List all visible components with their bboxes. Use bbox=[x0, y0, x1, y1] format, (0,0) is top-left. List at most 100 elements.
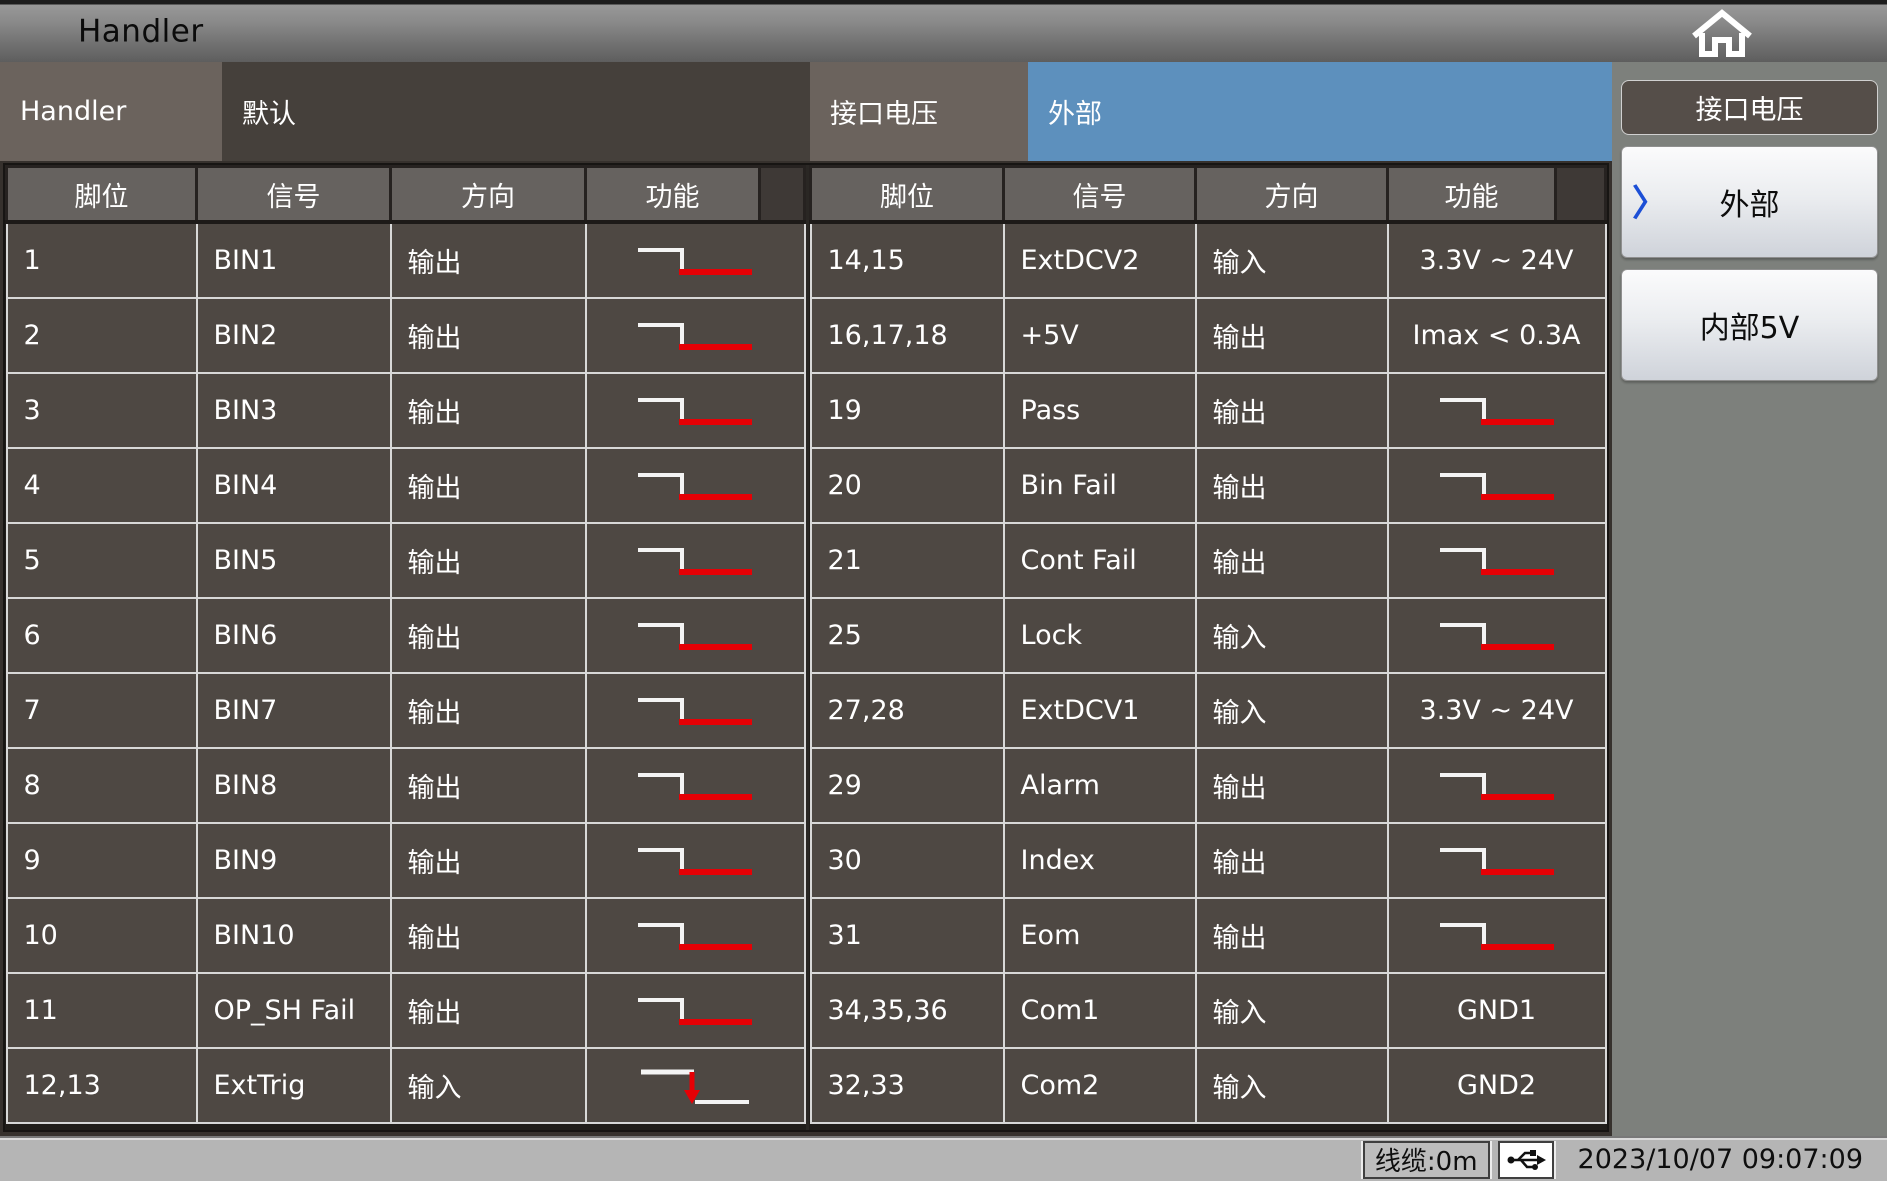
pin-cell: 27,28 bbox=[809, 672, 1005, 749]
signal-cell: BIN7 bbox=[195, 672, 392, 749]
table-row: 8 BIN8 输出 bbox=[5, 747, 806, 824]
active-low-waveform-icon bbox=[638, 472, 752, 500]
signal-cell: Eom bbox=[1002, 897, 1197, 974]
function-cell bbox=[584, 597, 806, 674]
function-cell: Imax < 0.3A bbox=[1386, 297, 1607, 374]
signal-cell: BIN4 bbox=[195, 447, 392, 524]
title-bar: Handler bbox=[0, 0, 1887, 62]
active-low-waveform-icon bbox=[1439, 847, 1554, 875]
direction-cell: 输入 bbox=[1194, 972, 1389, 1049]
cable-length-label: 线缆:0m bbox=[1374, 1147, 1478, 1177]
home-icon bbox=[1692, 9, 1752, 57]
column-header: 功能 bbox=[584, 165, 761, 224]
pin-cell: 31 bbox=[809, 897, 1005, 974]
function-cell: GND1 bbox=[1386, 972, 1607, 1049]
pin-cell: 3 bbox=[5, 372, 198, 449]
function-cell: 3.3V ~ 24V bbox=[1386, 221, 1607, 299]
column-header: 功能 bbox=[1386, 165, 1557, 224]
pin-cell: 4 bbox=[5, 447, 198, 524]
function-cell bbox=[1386, 822, 1607, 899]
active-low-waveform-icon bbox=[638, 397, 752, 425]
signal-cell: Bin Fail bbox=[1002, 447, 1197, 524]
pin-cell: 6 bbox=[5, 597, 198, 674]
table-row: 31 Eom 输出 bbox=[809, 897, 1607, 974]
function-cell bbox=[584, 297, 806, 374]
direction-cell: 输出 bbox=[389, 672, 587, 749]
tab-handler-value[interactable]: 默认 bbox=[222, 62, 810, 161]
signal-cell: BIN2 bbox=[195, 297, 392, 374]
status-bar: 线缆:0m 2023/10/07 09:07:09 bbox=[0, 1136, 1887, 1181]
pin-cell: 20 bbox=[809, 447, 1005, 524]
table-row: 7 BIN7 输出 bbox=[5, 672, 806, 749]
signal-cell: Lock bbox=[1002, 597, 1197, 674]
function-cell: 3.3V ~ 24V bbox=[1386, 672, 1607, 749]
column-header: 方向 bbox=[1194, 165, 1389, 224]
pin-cell: 30 bbox=[809, 822, 1005, 899]
settings-tab-row: Handler 默认 接口电压 外部 bbox=[0, 62, 1612, 161]
function-cell bbox=[1386, 747, 1607, 824]
table-row: 25 Lock 输入 bbox=[809, 597, 1607, 674]
active-low-waveform-icon bbox=[638, 922, 752, 950]
column-header: 脚位 bbox=[5, 165, 198, 224]
pin-cell: 12,13 bbox=[5, 1047, 198, 1124]
direction-cell: 输入 bbox=[389, 1047, 587, 1124]
active-low-waveform-icon bbox=[1439, 622, 1554, 650]
table-row: 19 Pass 输出 bbox=[809, 372, 1607, 449]
function-cell bbox=[584, 522, 806, 599]
direction-cell: 输出 bbox=[1194, 297, 1389, 374]
active-low-waveform-icon bbox=[1439, 772, 1554, 800]
table-row: 30 Index 输出 bbox=[809, 822, 1607, 899]
table-row: 12,13 ExtTrig 输入 bbox=[5, 1047, 806, 1124]
column-header: 信号 bbox=[195, 165, 392, 224]
sidebar-option-button[interactable]: 〉 外部 bbox=[1621, 146, 1878, 258]
table-row: 10 BIN10 输出 bbox=[5, 897, 806, 974]
column-header: 脚位 bbox=[809, 165, 1005, 224]
active-low-waveform-icon bbox=[638, 847, 752, 875]
tab-interface-voltage-value[interactable]: 外部 bbox=[1028, 62, 1612, 161]
table-row: 2 BIN2 输出 bbox=[5, 297, 806, 374]
sidebar-option-button[interactable]: 〉内部5V bbox=[1621, 269, 1878, 381]
table-divider bbox=[806, 165, 809, 1130]
sidebar-option-label: 外部 bbox=[1719, 188, 1780, 223]
signal-cell: Index bbox=[1002, 822, 1197, 899]
active-low-waveform-icon bbox=[1439, 922, 1554, 950]
home-button[interactable] bbox=[1690, 9, 1754, 57]
function-cell bbox=[584, 221, 806, 299]
function-cell bbox=[1386, 897, 1607, 974]
direction-cell: 输出 bbox=[389, 522, 587, 599]
signal-cell: ExtDCV2 bbox=[1002, 221, 1197, 299]
active-low-waveform-icon bbox=[1439, 547, 1554, 575]
signal-cell: Alarm bbox=[1002, 747, 1197, 824]
function-cell bbox=[584, 822, 806, 899]
direction-cell: 输出 bbox=[389, 747, 587, 824]
signal-cell: Com1 bbox=[1002, 972, 1197, 1049]
table-header-row: 脚位 信号 方向 功能 bbox=[5, 165, 806, 224]
pin-cell: 2 bbox=[5, 297, 198, 374]
column-header: 信号 bbox=[1002, 165, 1197, 224]
pin-cell: 16,17,18 bbox=[809, 297, 1005, 374]
table-row: 6 BIN6 输出 bbox=[5, 597, 806, 674]
options-sidebar: 接口电压 〉 外部〉内部5V bbox=[1612, 62, 1887, 1136]
table-row: 11 OP_SH Fail 输出 bbox=[5, 972, 806, 1049]
tab-interface-voltage-label: 接口电压 bbox=[810, 62, 1028, 161]
direction-cell: 输出 bbox=[1194, 822, 1389, 899]
active-low-waveform-icon bbox=[638, 997, 752, 1025]
direction-cell: 输出 bbox=[1194, 447, 1389, 524]
table-header-row: 脚位 信号 方向 功能 bbox=[809, 165, 1607, 224]
signal-cell: BIN5 bbox=[195, 522, 392, 599]
active-low-waveform-icon bbox=[638, 622, 752, 650]
active-low-waveform-icon bbox=[1439, 472, 1554, 500]
table-row: 34,35,36 Com1 输入 GND1 bbox=[809, 972, 1607, 1049]
direction-cell: 输出 bbox=[1194, 372, 1389, 449]
signal-cell: BIN10 bbox=[195, 897, 392, 974]
direction-cell: 输入 bbox=[1194, 221, 1389, 299]
direction-cell: 输出 bbox=[389, 822, 587, 899]
active-low-waveform-icon bbox=[638, 547, 752, 575]
function-cell bbox=[584, 972, 806, 1049]
signal-cell: Com2 bbox=[1002, 1047, 1197, 1124]
direction-cell: 输出 bbox=[1194, 522, 1389, 599]
function-cell bbox=[1386, 597, 1607, 674]
direction-cell: 输入 bbox=[1194, 597, 1389, 674]
active-low-waveform-icon bbox=[638, 772, 752, 800]
signal-cell: +5V bbox=[1002, 297, 1197, 374]
